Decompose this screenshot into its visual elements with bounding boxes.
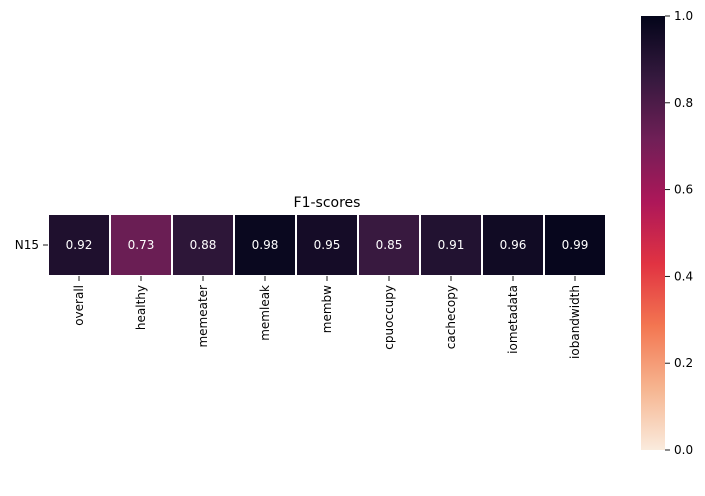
column-label: overall: [72, 285, 86, 326]
colorbar-tick-label: 0.6: [674, 183, 693, 197]
heatmap-cell: [481, 213, 545, 277]
cell-value-label: 0.95: [314, 238, 341, 252]
colorbar-tick-label: 0.0: [674, 443, 693, 457]
column-labels: overall healthy memeater memleak membw cpuocc…: [72, 276, 582, 359]
column-label: memleak: [258, 285, 272, 341]
column-label: memeater: [196, 285, 210, 348]
colorbar-tick-label: 0.4: [674, 269, 693, 283]
heatmap-cell: [357, 213, 421, 277]
cell-value-label: 0.98: [252, 238, 279, 252]
row-labels: N15: [15, 238, 48, 252]
cell-value-label: 0.73: [128, 238, 155, 252]
colorbar-gradient: [641, 16, 665, 450]
column-label: membw: [320, 285, 334, 333]
column-label: iobandwidth: [568, 285, 582, 359]
row-label: N15: [15, 238, 39, 252]
colorbar: 0.0 0.2 0.4 0.6 0.8 1.0: [641, 9, 693, 457]
chart-title: F1-scores: [294, 195, 361, 211]
colorbar-tick-label: 1.0: [674, 9, 693, 23]
cell-value-label: 0.92: [66, 238, 93, 252]
cell-value-label: 0.88: [190, 238, 217, 252]
column-label: cachecopy: [444, 285, 458, 349]
colorbar-tick-label: 0.8: [674, 96, 693, 110]
heatmap-cells: 0.92 0.73 0.88 0.98 0.95 0.85 0.91 0.96 0.99: [47, 213, 607, 277]
column-label: healthy: [134, 285, 148, 330]
cell-value-label: 0.85: [376, 238, 403, 252]
cell-value-label: 0.99: [562, 238, 589, 252]
column-label: cpuoccupy: [382, 285, 396, 350]
heatmap-cell: [109, 213, 173, 277]
column-label: iometadata: [506, 285, 520, 354]
colorbar-tick-label: 0.2: [674, 356, 693, 370]
cell-value-label: 0.91: [438, 238, 465, 252]
cell-value-label: 0.96: [500, 238, 527, 252]
